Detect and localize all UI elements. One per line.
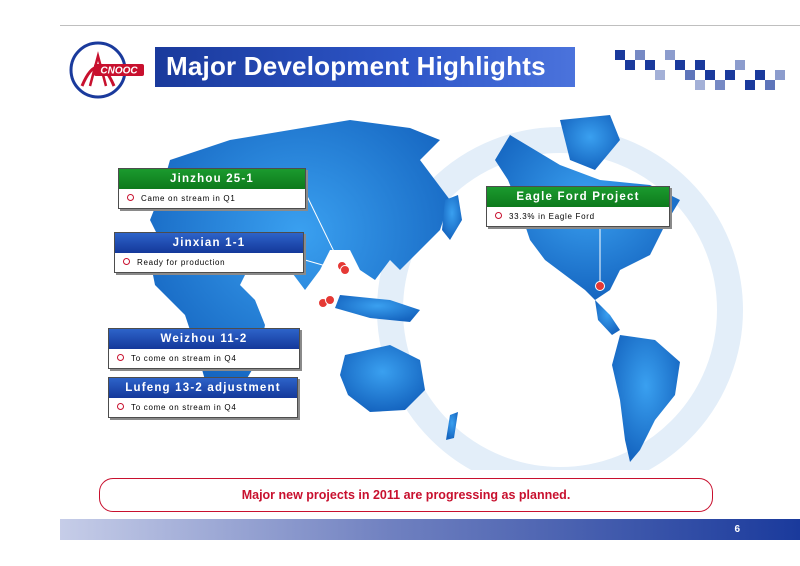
jinxian-marker	[340, 265, 350, 275]
eagle-ford-marker	[595, 281, 605, 291]
leader-line-lufeng	[297, 299, 329, 391]
japan-landmass	[442, 195, 462, 240]
callout-title: Lufeng 13-2 adjustment	[109, 378, 297, 398]
callout-text-label: To come on stream in Q4	[131, 354, 237, 363]
callout-title: Eagle Ford Project	[487, 187, 669, 207]
callout-jinxian: Jinxian 1-1 Ready for production	[114, 232, 304, 273]
top-rule	[60, 25, 800, 26]
bullet-icon	[117, 354, 124, 361]
svg-text:CNOOC: CNOOC	[100, 66, 138, 77]
central-america-landmass	[595, 300, 620, 335]
page-number: 6	[734, 524, 740, 535]
callout-text-label: 33.3% in Eagle Ford	[509, 212, 595, 221]
bullet-icon	[117, 403, 124, 410]
callout-title: Jinxian 1-1	[115, 233, 303, 253]
south-america-landmass	[612, 335, 680, 462]
greenland-landmass	[560, 115, 620, 170]
callout-text-label: To come on stream in Q4	[131, 403, 237, 412]
summary-banner: Major new projects in 2011 are progressi…	[99, 478, 713, 512]
callout-weizhou: Weizhou 11-2 To come on stream in Q4	[108, 328, 300, 369]
callout-eagle-ford: Eagle Ford Project 33.3% in Eagle Ford	[486, 186, 670, 227]
callout-text-label: Ready for production	[137, 258, 226, 267]
callout-title: Jinzhou 25-1	[119, 169, 305, 189]
checker-pattern-decoration	[615, 50, 785, 90]
footer-bar: 6	[60, 519, 800, 540]
bullet-icon	[123, 258, 130, 265]
bullet-icon	[127, 194, 134, 201]
bullet-icon	[495, 212, 502, 219]
indonesia-landmass	[335, 295, 420, 322]
callout-text: To come on stream in Q4	[109, 398, 297, 417]
callout-text: Came on stream in Q1	[119, 189, 305, 208]
leader-line-jinxian	[304, 259, 341, 271]
lufeng-marker	[325, 295, 335, 305]
cnooc-logo: CNOOC	[69, 41, 144, 99]
callout-title: Weizhou 11-2	[109, 329, 299, 349]
title-bar	[155, 47, 575, 87]
leader-line-weizhou	[299, 304, 326, 333]
page-title: Major Development Highlights	[166, 51, 546, 81]
callout-text-label: Came on stream in Q1	[141, 194, 236, 203]
callout-text: To come on stream in Q4	[109, 349, 299, 368]
callout-text: Ready for production	[115, 253, 303, 272]
leader-line-jinzhou	[304, 191, 343, 269]
world-map	[150, 115, 743, 470]
callout-text: 33.3% in Eagle Ford	[487, 207, 669, 226]
callout-lufeng: Lufeng 13-2 adjustment To come on stream…	[108, 377, 298, 418]
new-zealand-landmass	[446, 412, 458, 440]
callout-jinzhou: Jinzhou 25-1 Came on stream in Q1	[118, 168, 306, 209]
australia-landmass	[340, 345, 425, 412]
